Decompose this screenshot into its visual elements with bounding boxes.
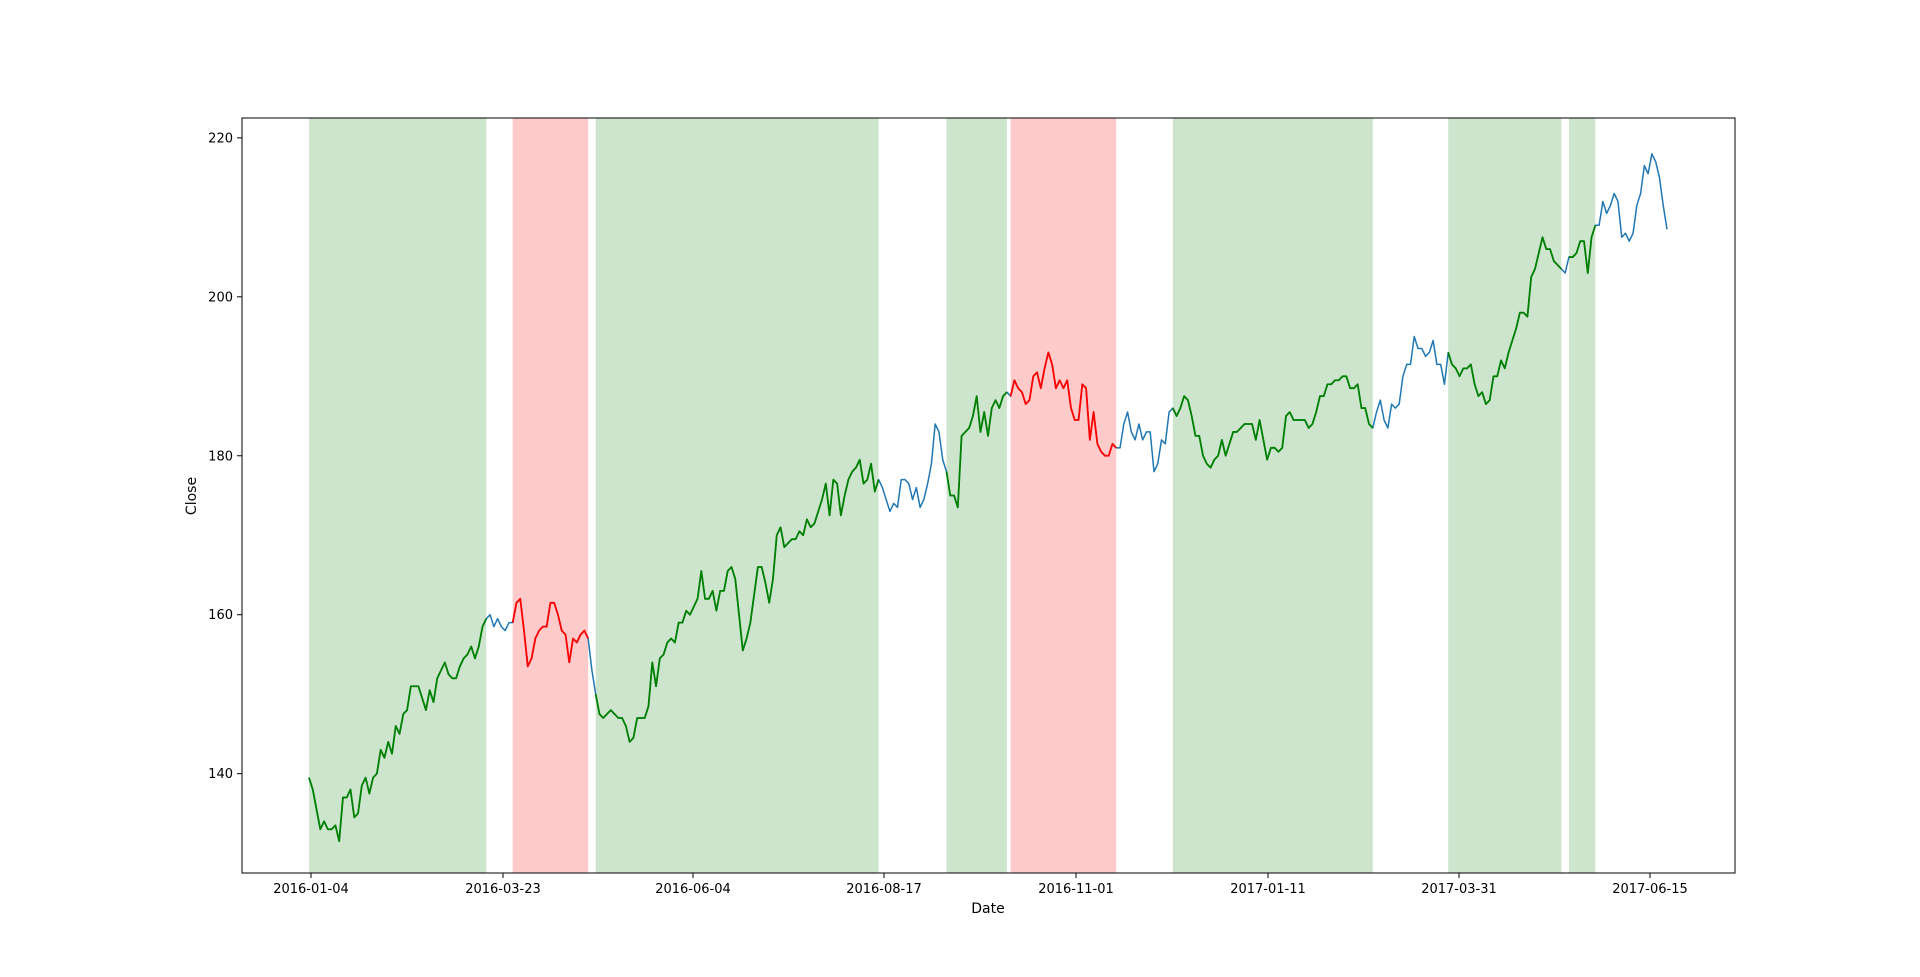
uptrend-band [309,118,487,873]
uptrend-segment [945,391,1008,509]
uptrend-band [595,118,879,873]
y-axis-label: Close [184,477,200,515]
uptrend-segment [308,618,488,843]
uptrend-band [946,118,1007,873]
y-tick-label: 220 [208,131,233,146]
x-tick-label: 2017-01-11 [1230,882,1306,897]
x-tick-label: 2016-03-23 [465,882,541,897]
x-axis: 2016-01-04 2016-03-23 2016-06-04 2016-08-17… [273,873,1688,897]
x-tick-label: 2016-08-17 [846,882,922,897]
y-tick-label: 180 [208,449,233,464]
downtrend-band [512,118,589,873]
y-tick-label: 160 [208,608,233,623]
plot-frame [241,117,1736,874]
downtrend-segment [511,597,589,668]
uptrend-band [1172,118,1373,873]
uptrend-band [1448,118,1562,873]
uptrend-segment [1447,236,1563,406]
downtrend-band [1010,118,1117,873]
uptrend-segment [1172,375,1374,469]
x-tick-label: 2017-03-31 [1421,882,1497,897]
y-tick-label: 140 [208,767,233,782]
x-tick-label: 2017-06-15 [1612,882,1688,897]
uptrend-segment [1568,225,1597,274]
regime-bands [309,118,1596,873]
uptrend-band [1568,118,1596,873]
x-tick-label: 2016-01-04 [273,882,349,897]
x-tick-label: 2016-06-04 [655,882,731,897]
y-axis: 140 160 180 200 220 [208,131,242,782]
y-tick-label: 200 [208,290,233,305]
downtrend-segment [1009,351,1117,457]
x-tick-label: 2016-11-01 [1038,882,1114,897]
close-price-lines [308,153,1668,843]
uptrend-segment [594,458,880,743]
x-axis-label: Date [971,901,1004,917]
